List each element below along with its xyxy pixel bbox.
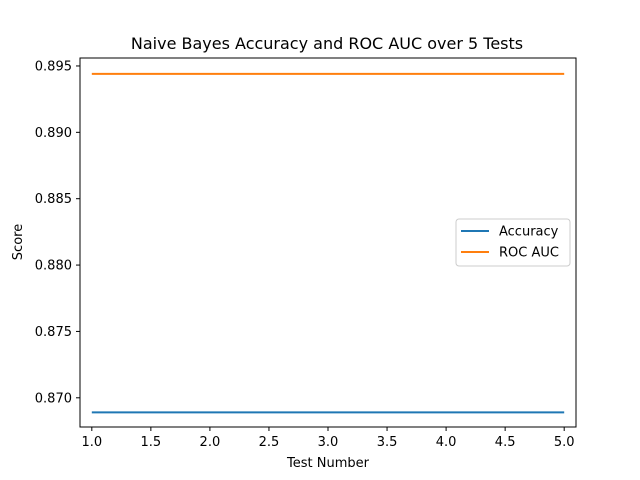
legend-label-roc-auc: ROC AUC	[499, 246, 559, 261]
x-tick-label: 2.5	[259, 435, 280, 450]
x-tick-label: 2.0	[200, 435, 221, 450]
y-tick-label: 0.895	[35, 59, 72, 74]
x-tick-label: 1.0	[81, 435, 102, 450]
y-tick-label: 0.885	[35, 192, 72, 207]
y-tick-label: 0.880	[35, 259, 72, 274]
legend-label-accuracy: Accuracy	[499, 225, 559, 240]
x-tick-label: 5.0	[554, 435, 575, 450]
x-tick-label: 4.0	[436, 435, 457, 450]
x-tick-label: 3.5	[377, 435, 398, 450]
y-tick-label: 0.875	[35, 325, 72, 340]
y-tick-label: 0.890	[35, 126, 72, 141]
legend: Accuracy ROC AUC	[455, 218, 571, 267]
plot-frame	[79, 57, 577, 428]
x-tick-label: 4.5	[495, 435, 516, 450]
x-tick-label: 3.0	[318, 435, 339, 450]
x-tick-label: 1.5	[141, 435, 162, 450]
y-tick-label: 0.870	[35, 391, 72, 406]
x-axis-label: Test Number	[286, 456, 370, 471]
chart-title: Naive Bayes Accuracy and ROC AUC over 5 …	[131, 34, 523, 53]
y-axis-label: Score	[11, 224, 26, 260]
